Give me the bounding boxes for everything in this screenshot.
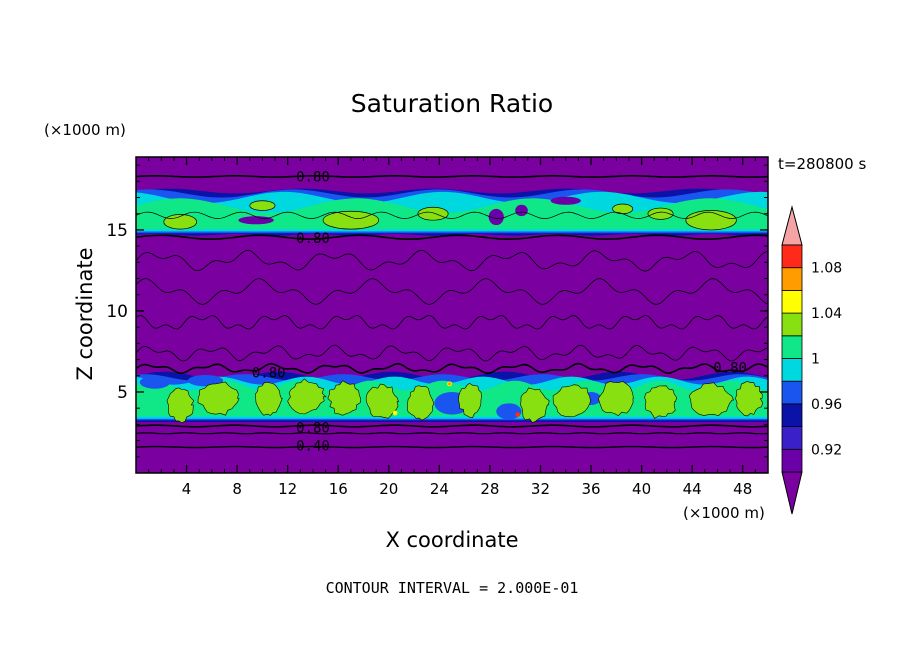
x-tick-label: 44	[683, 480, 702, 498]
upper-dry-pocket	[238, 216, 274, 225]
lower-dry-patch	[139, 375, 171, 389]
x-tick-label: 20	[379, 480, 398, 498]
contour-interval-note: CONTOUR INTERVAL = 2.000E-01	[326, 579, 579, 597]
y-unit-label: (×1000 m)	[44, 121, 126, 139]
contour-line	[136, 424, 768, 428]
contour-label: 0.40	[296, 438, 330, 454]
lower-cloud-cell	[458, 382, 482, 419]
y-axis-ticks: 5 10 15	[106, 164, 768, 458]
upper-dry-pocket	[515, 204, 528, 217]
lower-cloud-cell	[406, 385, 435, 421]
colorbar-segment	[781, 403, 803, 427]
contour-label: 0.80	[296, 169, 330, 185]
upper-cloud-cell	[417, 206, 449, 221]
x-tick-label: 8	[232, 480, 242, 498]
lower-dry-patch	[187, 374, 224, 387]
colorbar-label: 1.08	[811, 261, 842, 277]
contour-line-thin	[136, 314, 768, 330]
plot-area: 0.800.800.80 0.800.800.40	[135, 156, 769, 474]
colorbar-segment	[781, 244, 803, 269]
chart-title: Saturation Ratio	[351, 89, 553, 118]
upper-dry-pocket	[550, 196, 581, 205]
x-tick-label: 32	[531, 480, 550, 498]
upper-cloud-cell	[322, 210, 380, 230]
colorbar-segment	[781, 380, 803, 405]
colorbar-segment	[781, 358, 803, 382]
contour-line	[136, 175, 768, 178]
x-tick-label: 48	[733, 480, 752, 498]
lower-cloud-cell	[254, 381, 283, 416]
lower-cloud-cell	[520, 387, 550, 424]
colorbar-segment	[781, 335, 803, 359]
colorbar-label: 0.92	[811, 442, 842, 458]
x-tick-label: 12	[278, 480, 297, 498]
contour-line	[136, 234, 768, 241]
contour-line	[136, 445, 768, 449]
colorbar-segment	[781, 289, 803, 314]
contour-line-thin	[136, 344, 768, 362]
contour-line	[136, 432, 768, 435]
y-axis-label: Z coordinate	[73, 247, 97, 380]
colorbar-label: 1.04	[811, 306, 842, 322]
lower-cloud-cell	[327, 380, 362, 416]
contour-label: 0.80	[713, 361, 747, 377]
x-tick-label: 40	[632, 480, 651, 498]
x-axis-label: X coordinate	[385, 528, 518, 552]
upper-cloud-cell	[647, 207, 674, 220]
lower-cloud-cell	[197, 381, 240, 416]
x-axis-ticks: 4 8 12 16 20 24 28 32 36 40 44 48	[148, 157, 756, 498]
x-tick-label: 24	[430, 480, 449, 498]
contour-line-thin	[136, 211, 768, 219]
lower-dry-patch	[496, 403, 522, 420]
lower-cloud-cell	[365, 383, 399, 419]
colorbar-label: 0.96	[811, 397, 842, 413]
upper-layer-green	[136, 198, 768, 230]
colorbar-over-arrow	[781, 205, 803, 246]
lower-cloud-cell	[166, 387, 195, 424]
contour-label: 0.80	[296, 231, 330, 247]
colorbar: 0.92 0.96 1 1.04 1.08	[781, 205, 842, 515]
lower-cloud-cell	[287, 378, 327, 415]
x-tick-label: 16	[329, 480, 348, 498]
contour-line-thin	[136, 278, 768, 305]
supersaturation-spot	[447, 382, 452, 386]
colorbar-segment	[781, 312, 803, 337]
x-unit-label: (×1000 m)	[683, 504, 765, 522]
contour-label: 0.80	[252, 366, 286, 382]
lower-cloud-cell	[597, 381, 634, 417]
lower-cloud-cell	[735, 380, 764, 417]
colorbar-segment	[781, 267, 803, 291]
lower-cloud-cell	[644, 385, 678, 419]
y-tick-label: 10	[106, 302, 128, 322]
time-label: t=280800 s	[778, 155, 866, 173]
supersaturation-spot	[392, 410, 398, 416]
colorbar-segment	[781, 448, 803, 473]
x-tick-label: 36	[581, 480, 600, 498]
lower-cloud-cell	[688, 382, 735, 417]
x-tick-label: 4	[182, 480, 192, 498]
contour-line-thin	[136, 249, 768, 272]
x-tick-label: 28	[480, 480, 499, 498]
colorbar-under-arrow	[781, 471, 803, 515]
y-tick-label: 5	[117, 383, 128, 403]
contour-line	[136, 362, 768, 375]
colorbar-segment	[781, 426, 803, 450]
colorbar-label: 1	[811, 352, 820, 368]
contour-label: 0.80	[296, 421, 330, 437]
lower-cloud-cell	[552, 384, 592, 418]
upper-dry-pocket	[488, 208, 504, 226]
upper-cloud-cell	[249, 200, 276, 211]
y-tick-label: 15	[106, 221, 128, 241]
upper-cloud-cell	[685, 210, 737, 231]
supersaturation-spot	[515, 412, 521, 418]
